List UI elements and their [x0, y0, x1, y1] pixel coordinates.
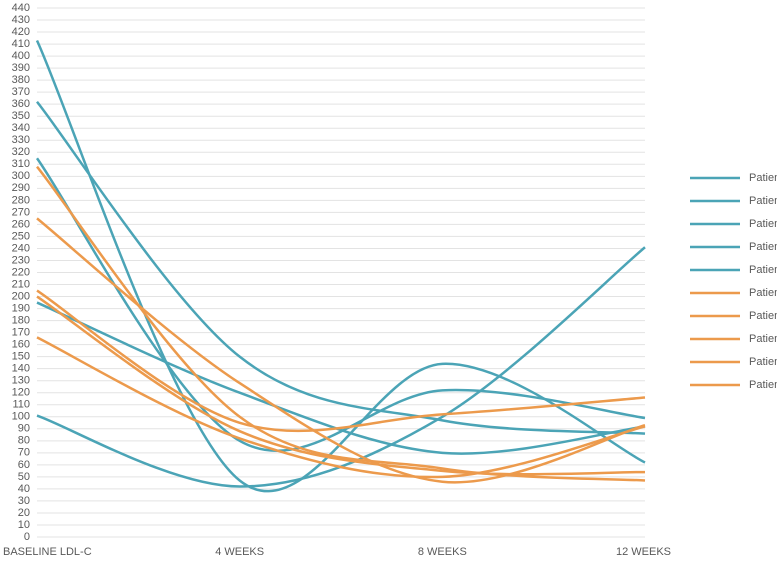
y-tick-label: 410 — [12, 38, 30, 50]
x-tick-label: 4 WEEKS — [215, 546, 264, 558]
legend-label: Patient 10 — [749, 379, 777, 391]
y-tick-label: 300 — [12, 170, 30, 182]
y-tick-label: 380 — [12, 74, 30, 86]
legend-label: Patient 3 — [749, 218, 777, 230]
series-line — [35, 157, 646, 453]
legend-label: Patient 1 — [749, 172, 777, 184]
y-tick-label: 200 — [12, 290, 30, 302]
legend-label: Patient 2 — [749, 195, 777, 207]
y-tick-label: 150 — [12, 351, 30, 363]
legend-label: Patient 6 — [749, 287, 777, 299]
y-tick-label: 420 — [12, 26, 30, 38]
y-tick-label: 330 — [12, 134, 30, 146]
y-tick-label: 270 — [12, 206, 30, 218]
y-tick-label: 110 — [12, 399, 30, 411]
series-line — [36, 295, 646, 476]
y-tick-label: 280 — [12, 194, 30, 206]
y-tick-label: 260 — [12, 218, 30, 230]
y-tick-label: 90 — [18, 423, 30, 435]
y-tick-label: 20 — [18, 507, 30, 519]
series-line — [35, 39, 646, 493]
y-tick-label: 220 — [12, 266, 30, 278]
x-tick-label: 8 WEEKS — [418, 546, 467, 558]
y-tick-label: 10 — [18, 519, 30, 531]
y-tick-label: 360 — [12, 98, 30, 110]
y-tick-label: 120 — [12, 387, 30, 399]
y-tick-label: 60 — [18, 459, 30, 471]
legend-label: Patient 5 — [749, 264, 777, 276]
y-tick-label: 40 — [18, 483, 30, 495]
y-tick-label: 440 — [12, 2, 30, 14]
y-tick-label: 250 — [12, 230, 30, 242]
legend-label: Patient 4 — [749, 241, 777, 253]
y-tick-label: 160 — [12, 339, 30, 351]
y-tick-label: 350 — [12, 110, 30, 122]
x-tick-label: 12 WEEKS — [616, 546, 671, 558]
y-tick-label: 210 — [12, 278, 30, 290]
y-tick-label: 370 — [12, 86, 30, 98]
y-tick-label: 30 — [18, 495, 30, 507]
y-tick-label: 230 — [12, 254, 30, 266]
y-tick-label: 390 — [12, 62, 30, 74]
y-tick-label: 0 — [24, 531, 30, 543]
legend-label: Patient 9 — [749, 356, 777, 368]
y-tick-label: 320 — [12, 146, 30, 158]
y-tick-label: 290 — [12, 182, 30, 194]
y-tick-label: 80 — [18, 435, 30, 447]
y-tick-label: 130 — [12, 375, 30, 387]
y-tick-label: 70 — [18, 447, 30, 459]
y-tick-label: 170 — [12, 327, 30, 339]
x-tick-label: BASELINE LDL-C — [3, 546, 92, 558]
series-line — [36, 246, 646, 488]
y-tick-label: 50 — [18, 471, 30, 483]
y-tick-label: 180 — [12, 314, 30, 326]
series-line — [36, 217, 646, 484]
y-tick-label: 340 — [12, 122, 30, 134]
y-tick-label: 310 — [12, 158, 30, 170]
y-tick-label: 430 — [12, 14, 30, 26]
series-line — [36, 289, 646, 433]
y-tick-label: 190 — [12, 302, 30, 314]
legend-label: Patient 7 — [749, 310, 777, 322]
series-line — [36, 100, 646, 435]
y-tick-label: 100 — [12, 411, 30, 423]
series-line — [36, 301, 646, 455]
legend-label: Patient 8 — [749, 333, 777, 345]
y-tick-label: 240 — [12, 242, 30, 254]
series-line — [36, 165, 646, 482]
y-tick-label: 400 — [12, 50, 30, 62]
series-line — [36, 336, 646, 479]
y-tick-label: 140 — [12, 363, 30, 375]
